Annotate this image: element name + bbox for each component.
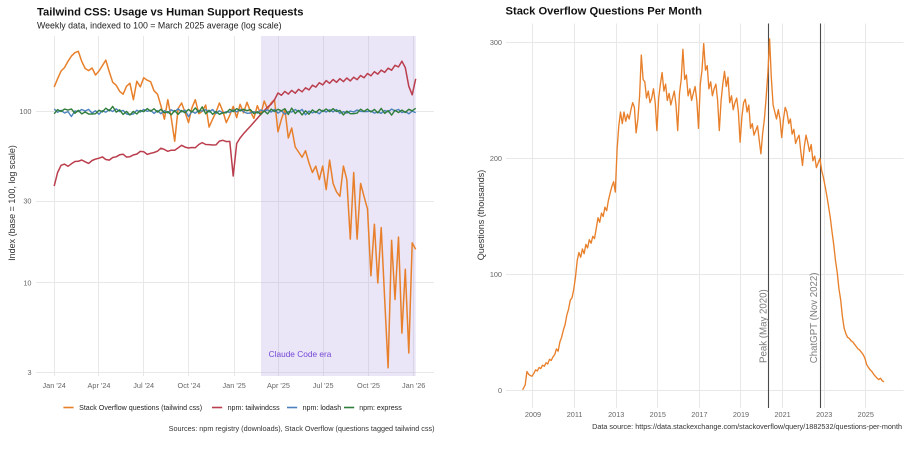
svg-text:200: 200 — [490, 154, 502, 163]
svg-text:Sources: npm registry (downloa: Sources: npm registry (downloads), Stack… — [169, 424, 435, 433]
svg-text:Jan '25: Jan '25 — [223, 381, 246, 390]
svg-text:Oct '24: Oct '24 — [178, 381, 201, 390]
svg-text:Stack Overflow Questions Per M: Stack Overflow Questions Per Month — [506, 6, 703, 18]
svg-text:100: 100 — [19, 107, 31, 116]
svg-text:Oct '25: Oct '25 — [357, 381, 380, 390]
svg-text:2023: 2023 — [816, 410, 832, 419]
svg-text:2021: 2021 — [774, 410, 790, 419]
svg-text:Jul '25: Jul '25 — [313, 381, 334, 390]
svg-text:10: 10 — [23, 278, 31, 287]
svg-text:Index (base = 100, log scale): Index (base = 100, log scale) — [7, 145, 17, 261]
svg-text:Jul '24: Jul '24 — [133, 381, 154, 390]
svg-text:Apr '24: Apr '24 — [88, 381, 111, 390]
svg-text:Stack Overflow questions (tail: Stack Overflow questions (tailwind css) — [79, 404, 202, 412]
svg-text:Jan '24: Jan '24 — [43, 381, 66, 390]
svg-text:npm: tailwindcss: npm: tailwindcss — [228, 404, 280, 412]
svg-text:Apr '25: Apr '25 — [267, 381, 290, 390]
svg-text:2009: 2009 — [525, 410, 541, 419]
svg-text:Tailwind CSS: Usage vs Human S: Tailwind CSS: Usage vs Human Support Req… — [37, 7, 303, 19]
svg-text:Claude Code era: Claude Code era — [269, 349, 332, 359]
svg-text:Peak (May 2020): Peak (May 2020) — [759, 289, 770, 363]
svg-text:2017: 2017 — [691, 410, 707, 419]
svg-text:100: 100 — [490, 270, 502, 279]
svg-text:Weekly data, indexed to 100 =: Weekly data, indexed to 100 = March 2025… — [37, 21, 282, 31]
svg-text:300: 300 — [490, 38, 502, 47]
svg-text:2015: 2015 — [650, 410, 666, 419]
svg-text:0: 0 — [498, 386, 502, 395]
svg-text:ChatGPT (Nov 2022): ChatGPT (Nov 2022) — [809, 272, 820, 363]
svg-text:Questions (thousands): Questions (thousands) — [476, 170, 486, 261]
svg-text:30: 30 — [23, 197, 31, 206]
svg-text:2019: 2019 — [733, 410, 749, 419]
svg-text:3: 3 — [27, 368, 31, 377]
svg-text:2013: 2013 — [608, 410, 624, 419]
svg-text:Data source: https://data.stac: Data source: https://data.stackexchange.… — [592, 422, 902, 431]
svg-text:Jan '26: Jan '26 — [402, 381, 425, 390]
svg-text:npm: express: npm: express — [359, 404, 402, 412]
svg-text:2011: 2011 — [567, 410, 583, 419]
svg-text:npm: lodash: npm: lodash — [303, 404, 342, 412]
svg-text:2025: 2025 — [858, 410, 874, 419]
